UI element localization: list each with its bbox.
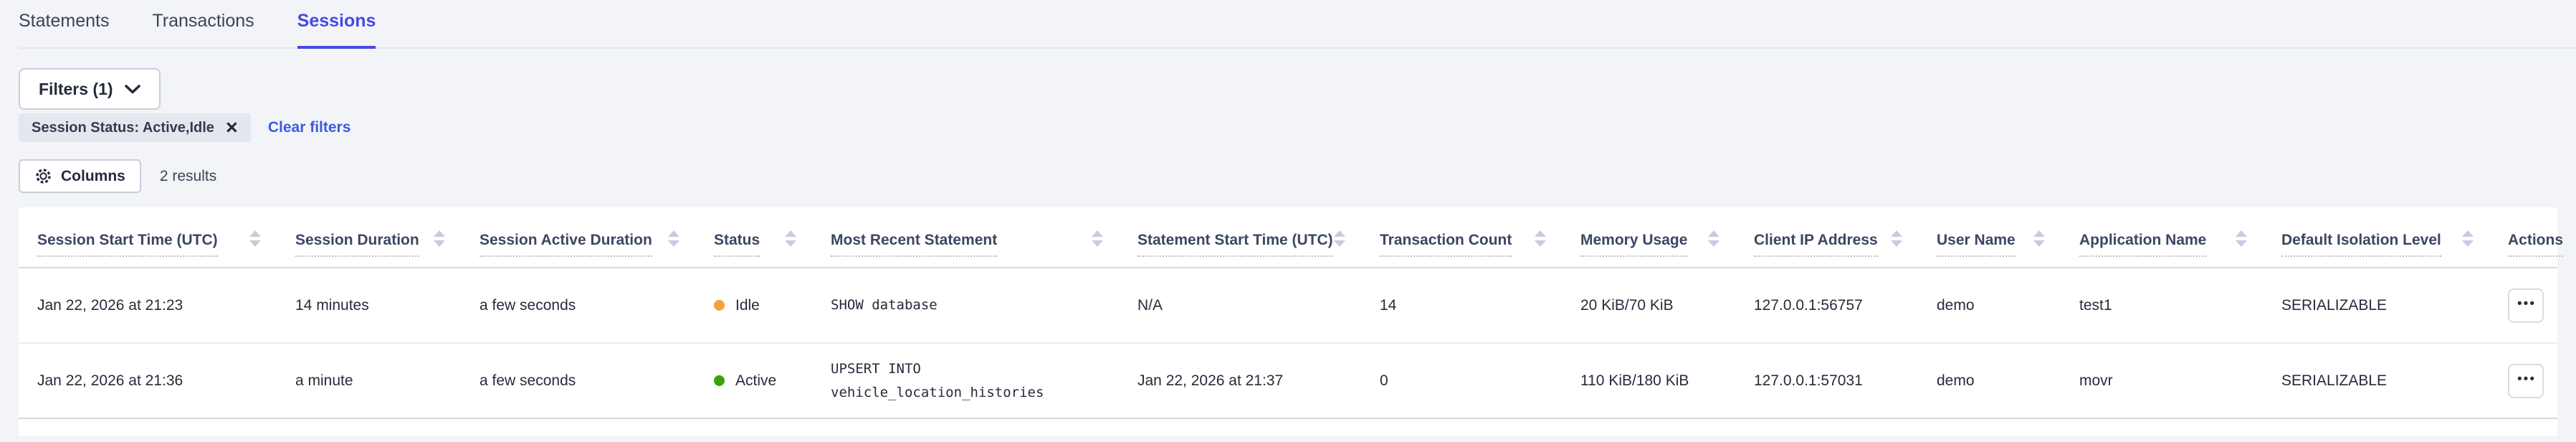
row-actions-button[interactable]: ••• [2508, 288, 2544, 323]
sessions-table: Session Start Time (UTC) Session Duratio… [19, 207, 2564, 419]
cell-statement-start-time: Jan 22, 2026 at 21:37 [1119, 343, 1361, 419]
table-toolbar: Columns 2 results [19, 159, 2576, 193]
column-header-transaction-count[interactable]: Transaction Count [1361, 207, 1562, 268]
status-label: Idle [735, 296, 760, 314]
ellipsis-icon: ••• [2517, 371, 2536, 387]
row-actions-button[interactable]: ••• [2508, 363, 2544, 398]
tab-sessions[interactable]: Sessions [297, 10, 376, 49]
status-dot-active [714, 375, 725, 386]
status-dot-idle [714, 300, 725, 311]
cell-session-start-time: Jan 22, 2026 at 21:36 [19, 343, 277, 419]
tab-bar: Statements Transactions Sessions [19, 0, 2576, 49]
sort-icon [1891, 230, 1902, 247]
cell-session-active-duration: a few seconds [461, 343, 695, 419]
column-header-client-ip[interactable]: Client IP Address [1735, 207, 1918, 268]
active-filters-row: Session Status: Active,Idle × Clear filt… [19, 113, 2576, 142]
tab-statements[interactable]: Statements [19, 11, 110, 31]
status-label: Active [735, 372, 777, 389]
cell-isolation-level: SERIALIZABLE [2263, 343, 2489, 419]
column-header-application-name[interactable]: Application Name [2061, 207, 2263, 268]
filters-button-label: Filters (1) [39, 79, 113, 98]
column-header-session-start-time[interactable]: Session Start Time (UTC) [19, 207, 277, 268]
column-header-user-name[interactable]: User Name [1918, 207, 2061, 268]
cell-user-name: demo [1918, 268, 2061, 344]
sort-icon [1092, 230, 1103, 247]
cell-most-recent-statement: SHOW database [812, 268, 1119, 344]
cell-memory-usage: 110 KiB/180 KiB [1562, 343, 1735, 419]
sort-icon [249, 230, 261, 247]
clear-filters-link[interactable]: Clear filters [267, 119, 351, 136]
filter-chip-session-status: Session Status: Active,Idle × [19, 113, 251, 142]
sort-icon [2033, 230, 2045, 247]
table-row: Jan 22, 2026 at 21:36 a minute a few sec… [19, 343, 2557, 419]
column-header-status[interactable]: Status [695, 207, 812, 268]
sort-icon [1535, 230, 1546, 247]
sessions-table-card: Session Start Time (UTC) Session Duratio… [19, 207, 2564, 436]
ellipsis-icon: ••• [2517, 296, 2536, 311]
cell-session-start-time: Jan 22, 2026 at 21:23 [19, 268, 277, 344]
sort-icon [2236, 230, 2247, 247]
sort-icon [434, 230, 445, 247]
columns-button-label: Columns [61, 167, 125, 184]
close-icon[interactable]: × [225, 116, 238, 139]
cell-memory-usage: 20 KiB/70 KiB [1562, 268, 1735, 344]
filters-row: Filters (1) [19, 68, 2576, 110]
cell-actions: ••• [2489, 343, 2557, 419]
cell-transaction-count: 0 [1361, 343, 1562, 419]
cell-user-name: demo [1918, 343, 2061, 419]
tab-transactions[interactable]: Transactions [152, 11, 254, 31]
cell-status: Idle [695, 268, 812, 344]
cell-application-name: test1 [2061, 268, 2263, 344]
sort-icon [1334, 230, 1345, 247]
column-header-session-active-duration[interactable]: Session Active Duration [461, 207, 695, 268]
cell-statement-start-time: N/A [1119, 268, 1361, 344]
table-header-row: Session Start Time (UTC) Session Duratio… [19, 207, 2564, 268]
chevron-down-icon [124, 84, 140, 94]
sort-icon [668, 230, 679, 247]
cell-client-ip: 127.0.0.1:56757 [1735, 268, 1918, 344]
cell-status: Active [695, 343, 812, 419]
sort-icon [785, 230, 796, 247]
cell-most-recent-statement: UPSERT INTO vehicle_location_histories [812, 343, 1119, 419]
results-count: 2 results [159, 167, 217, 184]
table-row: Jan 22, 2026 at 21:23 14 minutes a few s… [19, 268, 2557, 344]
cell-session-duration: a minute [277, 343, 461, 419]
cell-session-active-duration: a few seconds [461, 268, 695, 344]
gear-icon [34, 167, 52, 185]
column-header-statement-start-time[interactable]: Statement Start Time (UTC) [1119, 207, 1361, 268]
column-header-memory-usage[interactable]: Memory Usage [1562, 207, 1735, 268]
cell-session-duration: 14 minutes [277, 268, 461, 344]
column-header-isolation-level[interactable]: Default Isolation Level [2263, 207, 2489, 268]
cell-client-ip: 127.0.0.1:57031 [1735, 343, 1918, 419]
cell-actions: ••• [2489, 268, 2557, 344]
filters-button[interactable]: Filters (1) [19, 68, 161, 110]
filter-chip-label: Session Status: Active,Idle [32, 119, 214, 136]
cell-transaction-count: 14 [1361, 268, 1562, 344]
cell-application-name: movr [2061, 343, 2263, 419]
columns-button[interactable]: Columns [19, 159, 141, 193]
sort-icon [1708, 230, 1719, 247]
column-header-actions: Actions [2489, 207, 2564, 268]
cell-isolation-level: SERIALIZABLE [2263, 268, 2489, 344]
column-header-most-recent-statement[interactable]: Most Recent Statement [812, 207, 1119, 268]
column-header-session-duration[interactable]: Session Duration [277, 207, 461, 268]
sort-icon [2462, 230, 2474, 247]
